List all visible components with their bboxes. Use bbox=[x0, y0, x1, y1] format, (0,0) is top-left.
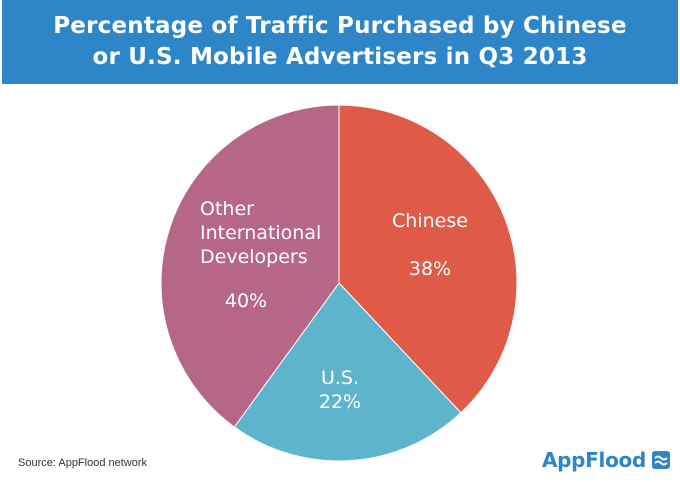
slice-label-2-line-1: International bbox=[200, 222, 321, 244]
title-banner: Percentage of Traffic Purchased by Chine… bbox=[2, 0, 678, 84]
chart-title-line-1: Percentage of Traffic Purchased by Chine… bbox=[53, 13, 627, 39]
chart-title-line-2: or U.S. Mobile Advertisers in Q3 2013 bbox=[92, 44, 588, 70]
slice-label-2-line-0: Other bbox=[200, 198, 254, 220]
brand-name: AppFlood bbox=[541, 448, 646, 472]
slice-value-0: 38% bbox=[409, 258, 451, 280]
appflood-logo-icon bbox=[652, 451, 670, 469]
pie-slice-2 bbox=[160, 104, 340, 428]
brand-logo: AppFlood bbox=[542, 448, 670, 472]
source-note: Source: AppFlood network bbox=[18, 457, 148, 469]
slice-label-2-line-2: Developers bbox=[200, 246, 308, 268]
slice-label-0-line-0: Chinese bbox=[392, 210, 468, 232]
pie-slice-1 bbox=[233, 282, 462, 462]
slice-value-2: 40% bbox=[225, 290, 267, 312]
pie-slice-0 bbox=[338, 104, 518, 414]
slice-value-1: 22% bbox=[319, 391, 361, 413]
slice-label-1-line-0: U.S. bbox=[321, 367, 359, 389]
